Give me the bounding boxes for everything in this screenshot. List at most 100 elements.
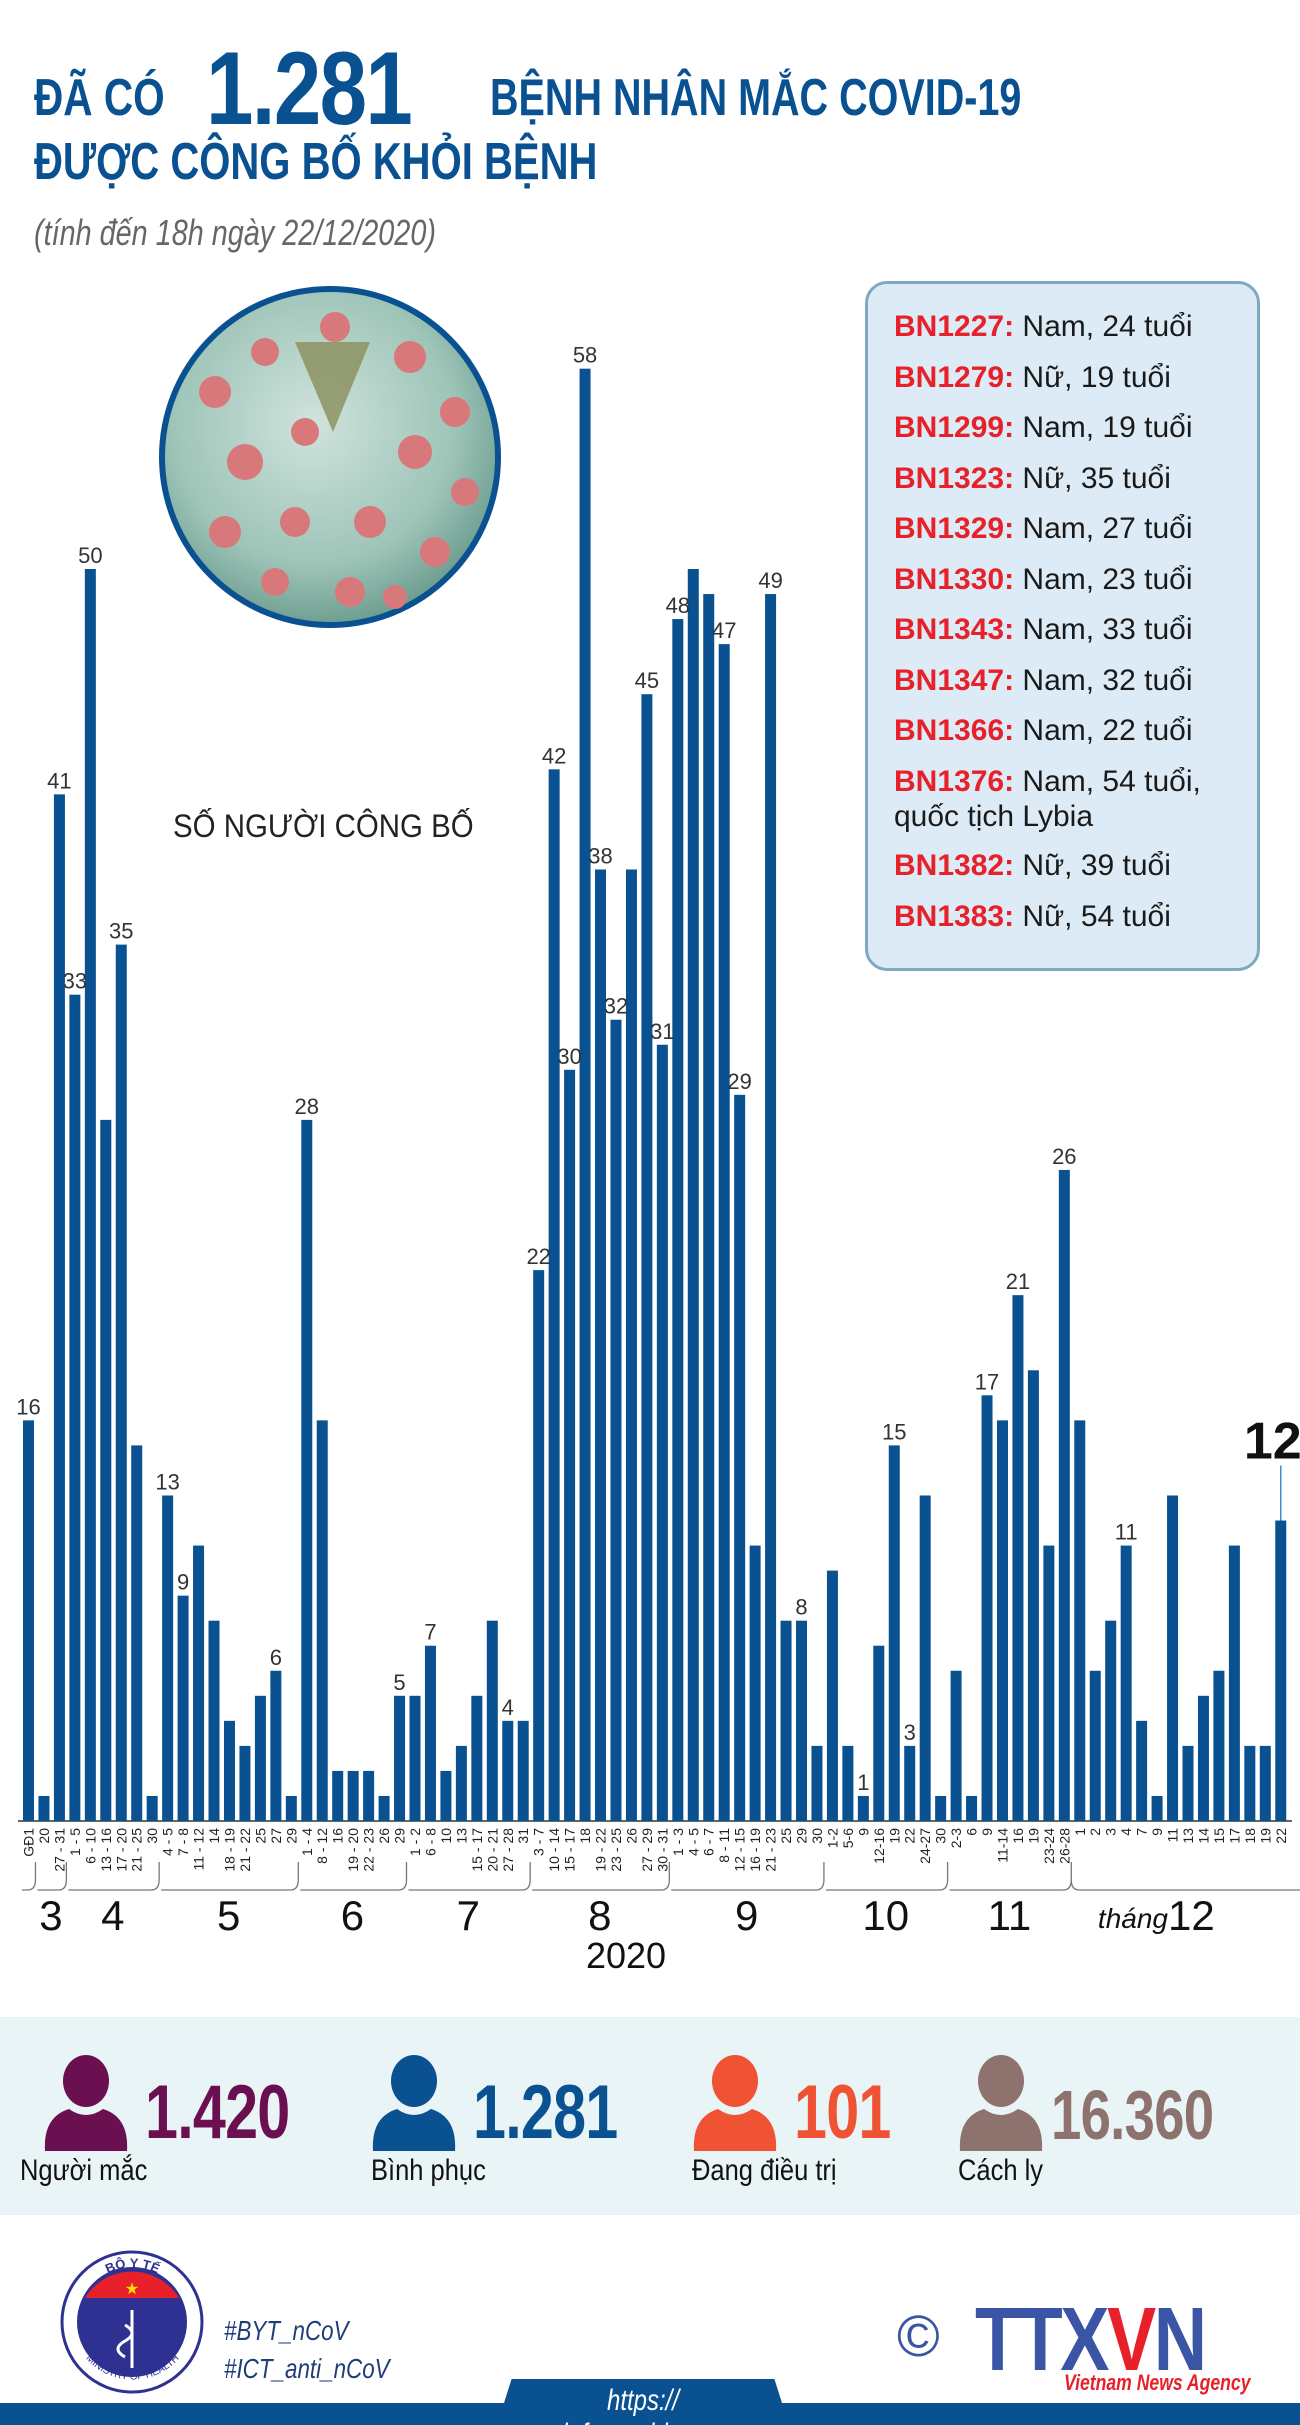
month-label: 7 [457,1892,480,1939]
hashtag-ict[interactable]: #ICT_anti_nCoV [224,2353,390,2384]
bar [1228,1545,1240,1821]
x-tick-label: 8 - 12 [314,1828,330,1864]
patient-info: Nữ, 39 tuổi [1022,849,1171,882]
website-link[interactable]: https:// infographics.vn [562,2384,723,2425]
x-tick-label: 19 [1025,1828,1041,1844]
month-bracket [671,1862,825,1891]
month-bracket [22,1862,37,1891]
bar [811,1745,823,1821]
bar [378,1795,390,1821]
x-tick-label: 17 - 20 [113,1828,129,1872]
bar [842,1745,854,1821]
bar [826,1570,838,1821]
bar [1074,1420,1086,1821]
value-label: 8 [795,1595,807,1620]
x-tick-label: 31 [515,1828,531,1844]
patient-item: BN1383: Nữ, 54 tuổi [894,892,1257,943]
value-label: 15 [882,1419,906,1444]
bar-chart: 1641335035139628574224230583832453148472… [16,343,1300,1976]
bar [69,994,81,1821]
value-label: 50 [78,543,102,568]
x-tick-label: 10 - 14 [546,1828,562,1872]
bar [796,1620,807,1821]
x-tick-label: 9 [1149,1828,1165,1836]
x-tick-label: 27 - 29 [639,1828,655,1872]
x-tick-label: 1 [1072,1828,1088,1836]
bar [857,1795,869,1821]
month-label: 9 [735,1892,758,1939]
svg-text:BỘ Y TẾ: BỘ Y TẾ [103,2255,162,2276]
star-icon: ★ [125,2281,139,2298]
patient-id: BN1227: [894,310,1015,343]
bar [115,944,127,1821]
month-bracket [408,1862,531,1891]
bar [919,1495,931,1821]
x-tick-label: 5-6 [840,1828,856,1848]
stat-value: 16.360 [1051,2076,1214,2154]
value-label: 45 [635,668,659,693]
stat-label: Cách ly [958,2154,1044,2187]
value-label: 21 [1006,1269,1030,1294]
patient-id: BN1382: [894,849,1015,882]
x-tick-label: 25 [778,1828,794,1844]
patient-id: BN1347: [894,663,1015,697]
bar [595,869,607,1821]
bar [285,1795,297,1821]
bar [486,1620,498,1821]
bar [610,1019,622,1821]
bar [502,1720,514,1821]
x-tick-label: 15 - 17 [562,1828,578,1872]
x-tick-label: 1-2 [824,1828,840,1848]
value-label: 11 [1115,1520,1138,1545]
x-tick-label: 30 [144,1828,160,1844]
x-tick-label: 1 - 4 [299,1828,315,1856]
bar [765,594,777,1821]
bar [625,869,637,1821]
x-tick-label: 9 [855,1828,871,1836]
headline-number: 1.281 [206,31,413,147]
patient-item: BN1279: Nữ, 19 tuổi [894,353,1257,404]
x-tick-label: 16 - 19 [747,1828,763,1872]
bar [1136,1720,1148,1821]
patient-info: Nam, 19 tuổi [1022,411,1193,444]
x-tick-label: 14 [1195,1828,1211,1844]
stats-band: 1.420 Người mắc 1.281 Bình phục 101 Đang… [0,2017,1300,2215]
bar [1089,1670,1101,1821]
value-label: 17 [975,1369,999,1394]
bar [950,1670,962,1821]
x-tick-label: 21 - 25 [129,1828,145,1872]
value-label: 38 [588,843,612,868]
bar [533,1270,545,1821]
month-bracket [1070,1879,1300,1891]
x-tick-label: 18 - 19 [221,1828,237,1872]
x-tick-label: 11 - 12 [191,1828,207,1871]
value-label: 47 [712,618,736,643]
value-label: 35 [109,919,133,944]
stat-value: 1.281 [473,2070,618,2155]
month-bracket [532,1862,670,1891]
headline-line2: ĐƯỢC CÔNG BỐ KHỎI BỆNH [34,133,598,191]
virus-illustration [159,286,501,628]
virus-body [159,286,501,628]
month-bracket [68,1862,160,1891]
x-tick-label: 20 - 21 [484,1828,500,1872]
bars [23,368,1287,1822]
bar [888,1445,900,1821]
x-tick-label: 16 [330,1828,346,1844]
x-tick-label: 23 - 25 [608,1828,624,1872]
x-tick-label: 7 [1134,1828,1150,1836]
x-tick-label: 18 [577,1828,593,1844]
bar [23,1420,34,1821]
bar [641,694,653,1822]
patient-info: Nam, 23 tuổi [1022,562,1193,596]
value-label: 58 [573,343,597,368]
x-tick-label: 11 [1165,1828,1181,1843]
copyright-icon: © [897,2304,940,2369]
x-tick-label: 6 - 7 [701,1828,717,1856]
x-tick-label: 14 [206,1828,222,1844]
hashtag-byt[interactable]: #BYT_nCoV [224,2315,349,2346]
month-bracket [300,1862,408,1891]
bar [656,1044,668,1821]
recovered-patients-panel: BN1227: Nam, 24 tuổi BN1279: Nữ, 19 tuổi B… [865,281,1260,971]
x-tick-label: 30 - 31 [654,1828,670,1872]
